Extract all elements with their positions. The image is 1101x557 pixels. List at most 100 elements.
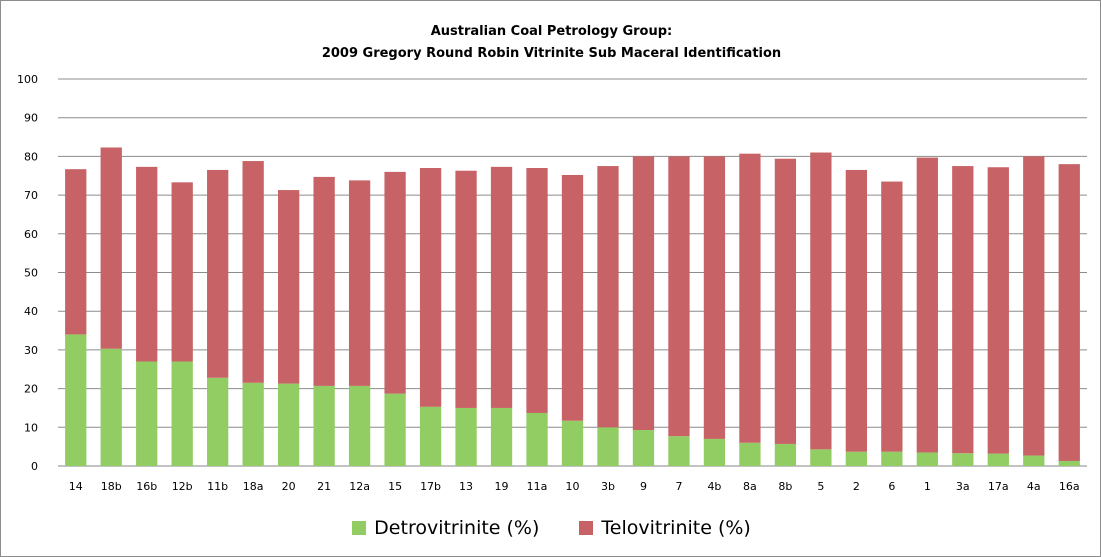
bar-telovitrinite-21[interactable] <box>313 176 335 386</box>
x-tick-label: 6 <box>888 480 895 493</box>
bar-telovitrinite-11a[interactable] <box>526 168 548 413</box>
x-tick-label: 17b <box>420 480 441 493</box>
x-tick-label: 11a <box>527 480 548 493</box>
legend-item-detrovitrinite[interactable]: Detrovitrinite (%) <box>352 517 539 539</box>
y-tick-label: 10 <box>24 421 38 434</box>
bar-detrovitrinite-5[interactable] <box>810 449 832 466</box>
bar-telovitrinite-15[interactable] <box>384 171 406 394</box>
bar-detrovitrinite-10[interactable] <box>561 420 584 466</box>
bar-telovitrinite-13[interactable] <box>455 170 477 408</box>
x-tick-label: 16a <box>1059 480 1080 493</box>
y-tick-label: 30 <box>24 344 38 357</box>
bar-detrovitrinite-16b[interactable] <box>136 361 158 466</box>
y-tick-label: 80 <box>24 150 38 163</box>
x-tick-label: 1 <box>924 480 931 493</box>
y-tick-label: 0 <box>31 460 38 473</box>
bar-detrovitrinite-3b[interactable] <box>597 427 619 466</box>
legend-label-detrovitrinite: Detrovitrinite (%) <box>374 517 540 539</box>
bar-detrovitrinite-14[interactable] <box>65 334 87 466</box>
bar-detrovitrinite-11b[interactable] <box>207 377 229 466</box>
bar-detrovitrinite-4b[interactable] <box>703 438 726 466</box>
gridlines <box>58 78 1087 467</box>
legend-swatch-telovitrinite <box>579 521 594 535</box>
bar-telovitrinite-16a[interactable] <box>1058 164 1080 461</box>
bar-detrovitrinite-6[interactable] <box>881 451 903 466</box>
bar-detrovitrinite-20[interactable] <box>277 383 300 466</box>
x-tick-label: 20 <box>282 480 296 493</box>
x-tick-label: 14 <box>69 480 83 493</box>
x-tick-label: 8a <box>743 480 757 493</box>
legend: Detrovitrinite (%) Telovitrinite (%) <box>1 517 1101 539</box>
y-tick-label: 100 <box>17 73 38 86</box>
bar-telovitrinite-14[interactable] <box>65 169 87 335</box>
bar-telovitrinite-10[interactable] <box>561 174 584 421</box>
bar-detrovitrinite-19[interactable] <box>490 407 513 466</box>
bar-telovitrinite-17b[interactable] <box>419 168 442 407</box>
y-tick-label: 20 <box>24 383 38 396</box>
bar-detrovitrinite-8a[interactable] <box>739 442 761 466</box>
bar-detrovitrinite-8b[interactable] <box>774 443 797 466</box>
bars <box>65 147 1080 466</box>
y-tick-label: 50 <box>24 267 38 280</box>
bar-telovitrinite-3b[interactable] <box>597 166 619 428</box>
bar-telovitrinite-20[interactable] <box>277 190 300 384</box>
bar-telovitrinite-19[interactable] <box>490 166 513 408</box>
x-tick-label: 2 <box>853 480 860 493</box>
bar-detrovitrinite-13[interactable] <box>455 407 477 466</box>
bar-telovitrinite-9[interactable] <box>632 156 655 431</box>
x-tick-label: 11b <box>207 480 228 493</box>
bar-detrovitrinite-17b[interactable] <box>419 406 442 466</box>
bar-telovitrinite-8b[interactable] <box>774 158 797 444</box>
y-tick-label: 90 <box>24 112 38 125</box>
bar-detrovitrinite-18b[interactable] <box>100 348 122 466</box>
x-tick-label: 9 <box>640 480 647 493</box>
bar-telovitrinite-4b[interactable] <box>703 156 726 439</box>
x-tick-label: 17a <box>988 480 1009 493</box>
bar-telovitrinite-17a[interactable] <box>987 167 1009 454</box>
bar-detrovitrinite-21[interactable] <box>313 385 335 466</box>
bar-telovitrinite-6[interactable] <box>881 181 903 452</box>
bar-detrovitrinite-18a[interactable] <box>242 382 264 466</box>
bar-telovitrinite-5[interactable] <box>810 152 832 450</box>
bar-detrovitrinite-2[interactable] <box>845 451 868 466</box>
y-tick-label: 40 <box>24 305 38 318</box>
bar-detrovitrinite-7[interactable] <box>668 436 690 466</box>
x-tick-label: 3b <box>601 480 615 493</box>
bar-detrovitrinite-4a[interactable] <box>1023 455 1045 466</box>
x-tick-label: 5 <box>817 480 824 493</box>
bar-telovitrinite-1[interactable] <box>916 157 938 453</box>
legend-swatch-detrovitrinite <box>352 521 367 535</box>
bar-telovitrinite-7[interactable] <box>668 156 690 437</box>
bar-telovitrinite-12a[interactable] <box>348 180 371 386</box>
bar-telovitrinite-16b[interactable] <box>136 166 158 362</box>
bar-telovitrinite-11b[interactable] <box>207 169 229 378</box>
chart-title: Australian Coal Petrology Group: 2009 Gr… <box>1 21 1101 65</box>
bar-telovitrinite-2[interactable] <box>845 169 868 452</box>
x-axis-ticks: 14 18b 16b 12b 11b 18a 20 21 12a 15 17b 13 19 11a 10 3b… <box>69 480 1080 493</box>
x-tick-label: 12a <box>349 480 370 493</box>
bar-telovitrinite-18a[interactable] <box>242 161 264 383</box>
bar-telovitrinite-3a[interactable] <box>952 166 974 454</box>
bar-detrovitrinite-1[interactable] <box>916 452 938 466</box>
bar-detrovitrinite-11a[interactable] <box>526 412 548 466</box>
x-tick-label: 15 <box>388 480 402 493</box>
bar-detrovitrinite-12b[interactable] <box>171 361 193 466</box>
bar-detrovitrinite-9[interactable] <box>632 430 655 466</box>
x-tick-label: 12b <box>172 480 193 493</box>
bar-detrovitrinite-3a[interactable] <box>952 453 974 466</box>
bar-detrovitrinite-12a[interactable] <box>348 385 371 466</box>
bar-telovitrinite-12b[interactable] <box>171 182 193 362</box>
y-tick-label: 70 <box>24 189 38 202</box>
x-tick-label: 19 <box>495 480 509 493</box>
bar-telovitrinite-4a[interactable] <box>1023 156 1045 456</box>
bar-telovitrinite-18b[interactable] <box>100 147 122 349</box>
bar-detrovitrinite-15[interactable] <box>384 393 406 466</box>
legend-item-telovitrinite[interactable]: Telovitrinite (%) <box>579 517 751 539</box>
y-tick-label: 60 <box>24 228 38 241</box>
bar-detrovitrinite-16a[interactable] <box>1058 460 1080 466</box>
x-tick-label: 3a <box>956 480 970 493</box>
x-tick-label: 7 <box>675 480 682 493</box>
bar-detrovitrinite-17a[interactable] <box>987 453 1009 466</box>
bar-telovitrinite-8a[interactable] <box>739 153 761 443</box>
